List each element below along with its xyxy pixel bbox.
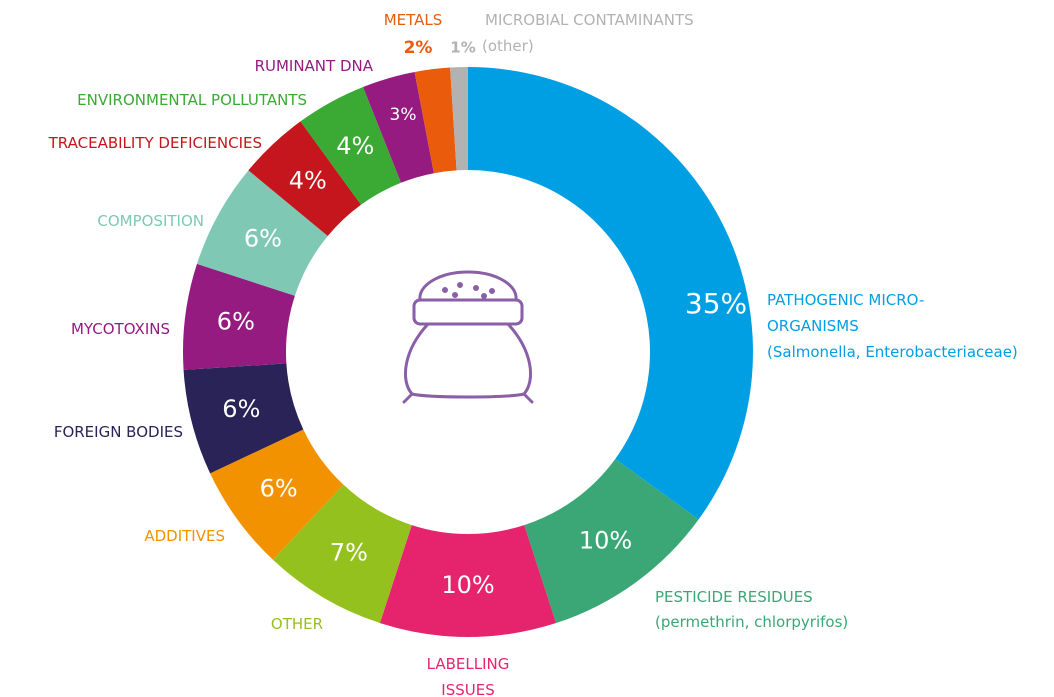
category-label: COMPOSITION (97, 212, 204, 230)
category-note: (other) (482, 37, 534, 55)
donut-segment (196, 170, 328, 296)
category-label: METALS (383, 11, 443, 29)
donut-segment (414, 67, 457, 174)
donut-segment (363, 72, 434, 183)
value-label: 6% (260, 475, 298, 503)
category-note: (permethrin, chlorpyrifos) (655, 613, 849, 631)
value-label: 6% (244, 224, 282, 252)
category-label: PATHOGENIC MICRO-ORGANISMS (767, 291, 925, 335)
donut-segment (450, 67, 468, 171)
donut-segment (248, 121, 362, 236)
donut-segment (183, 263, 295, 370)
category-label: LABELLING ISSUES (426, 655, 510, 697)
category-label: OTHER (270, 615, 324, 633)
category-label: FOREIGN BODIES (53, 423, 183, 441)
category-label: PESTICIDE RESIDUES (655, 588, 813, 606)
value-label: 35% (685, 287, 747, 320)
donut-segment (524, 458, 699, 624)
donut-segment (379, 525, 557, 637)
category-label: MICROBIAL CONTAMINANTS (485, 11, 694, 29)
value-label: 10% (441, 571, 494, 599)
category-label: ADDITIVES (144, 527, 225, 545)
value-label: 4% (336, 132, 374, 160)
sack-icon (402, 270, 534, 404)
donut-segment (300, 87, 402, 205)
value-label: 7% (330, 538, 368, 566)
category-label: RUMINANT DNA (254, 57, 373, 75)
value-label: 1% (450, 39, 475, 57)
category-note: (Salmonella, Enterobacteriaceae) (767, 343, 1018, 361)
category-label: MYCOTOXINS (70, 320, 170, 338)
value-label: 4% (289, 166, 327, 194)
value-label: 6% (222, 395, 260, 423)
donut-segment (468, 67, 753, 520)
donut-segment (210, 429, 344, 560)
value-label: 3% (390, 105, 417, 125)
value-label: 2% (404, 38, 433, 58)
donut-segment (272, 484, 412, 624)
value-label: 10% (579, 526, 632, 554)
category-label: TRACEABILITY DEFICIENCIES (48, 134, 262, 152)
value-label: 6% (217, 308, 255, 336)
category-label: ENVIRONMENTAL POLLUTANTS (77, 91, 307, 109)
donut-segment (183, 363, 304, 474)
